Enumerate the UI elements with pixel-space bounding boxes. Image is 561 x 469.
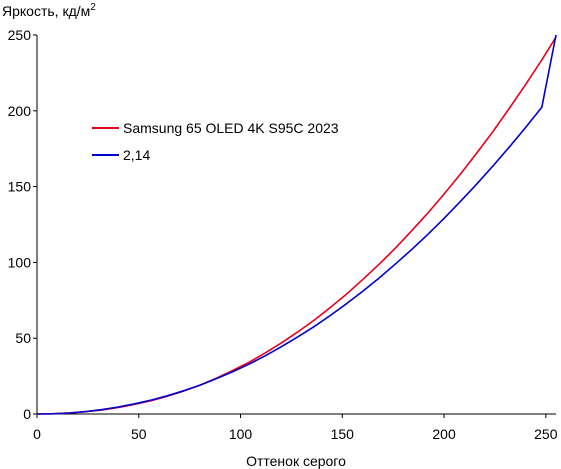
y-tick-label: 50 (15, 330, 31, 346)
legend: Samsung 65 OLED 4K S95C 2023 2,14 (92, 120, 339, 163)
plot-frame (36, 35, 556, 415)
x-axis-title: Оттенок серого (246, 453, 346, 469)
y-axis-title: Яркость, кд/м2 (2, 2, 96, 19)
x-tick-label: 250 (534, 426, 558, 442)
x-tick-label: 0 (33, 426, 41, 442)
legend-label: Samsung 65 OLED 4K S95C 2023 (123, 120, 339, 136)
y-tick-label: 250 (8, 27, 32, 43)
series-line-1 (36, 36, 557, 415)
y-ticks: 0 50 100 150 200 250 (8, 27, 37, 422)
x-tick-label: 150 (331, 426, 355, 442)
x-tick-label: 50 (131, 426, 147, 442)
x-ticks: 0 50 100 150 200 250 (33, 414, 558, 442)
y-tick-label: 100 (8, 254, 32, 270)
series-layer (36, 34, 557, 415)
legend-label: 2,14 (123, 147, 150, 163)
y-tick-label: 200 (8, 103, 32, 119)
x-tick-label: 200 (432, 426, 456, 442)
series-line-2 (36, 34, 557, 415)
x-tick-label: 100 (229, 426, 253, 442)
y-tick-label: 150 (8, 179, 32, 195)
y-tick-label: 0 (23, 406, 31, 422)
